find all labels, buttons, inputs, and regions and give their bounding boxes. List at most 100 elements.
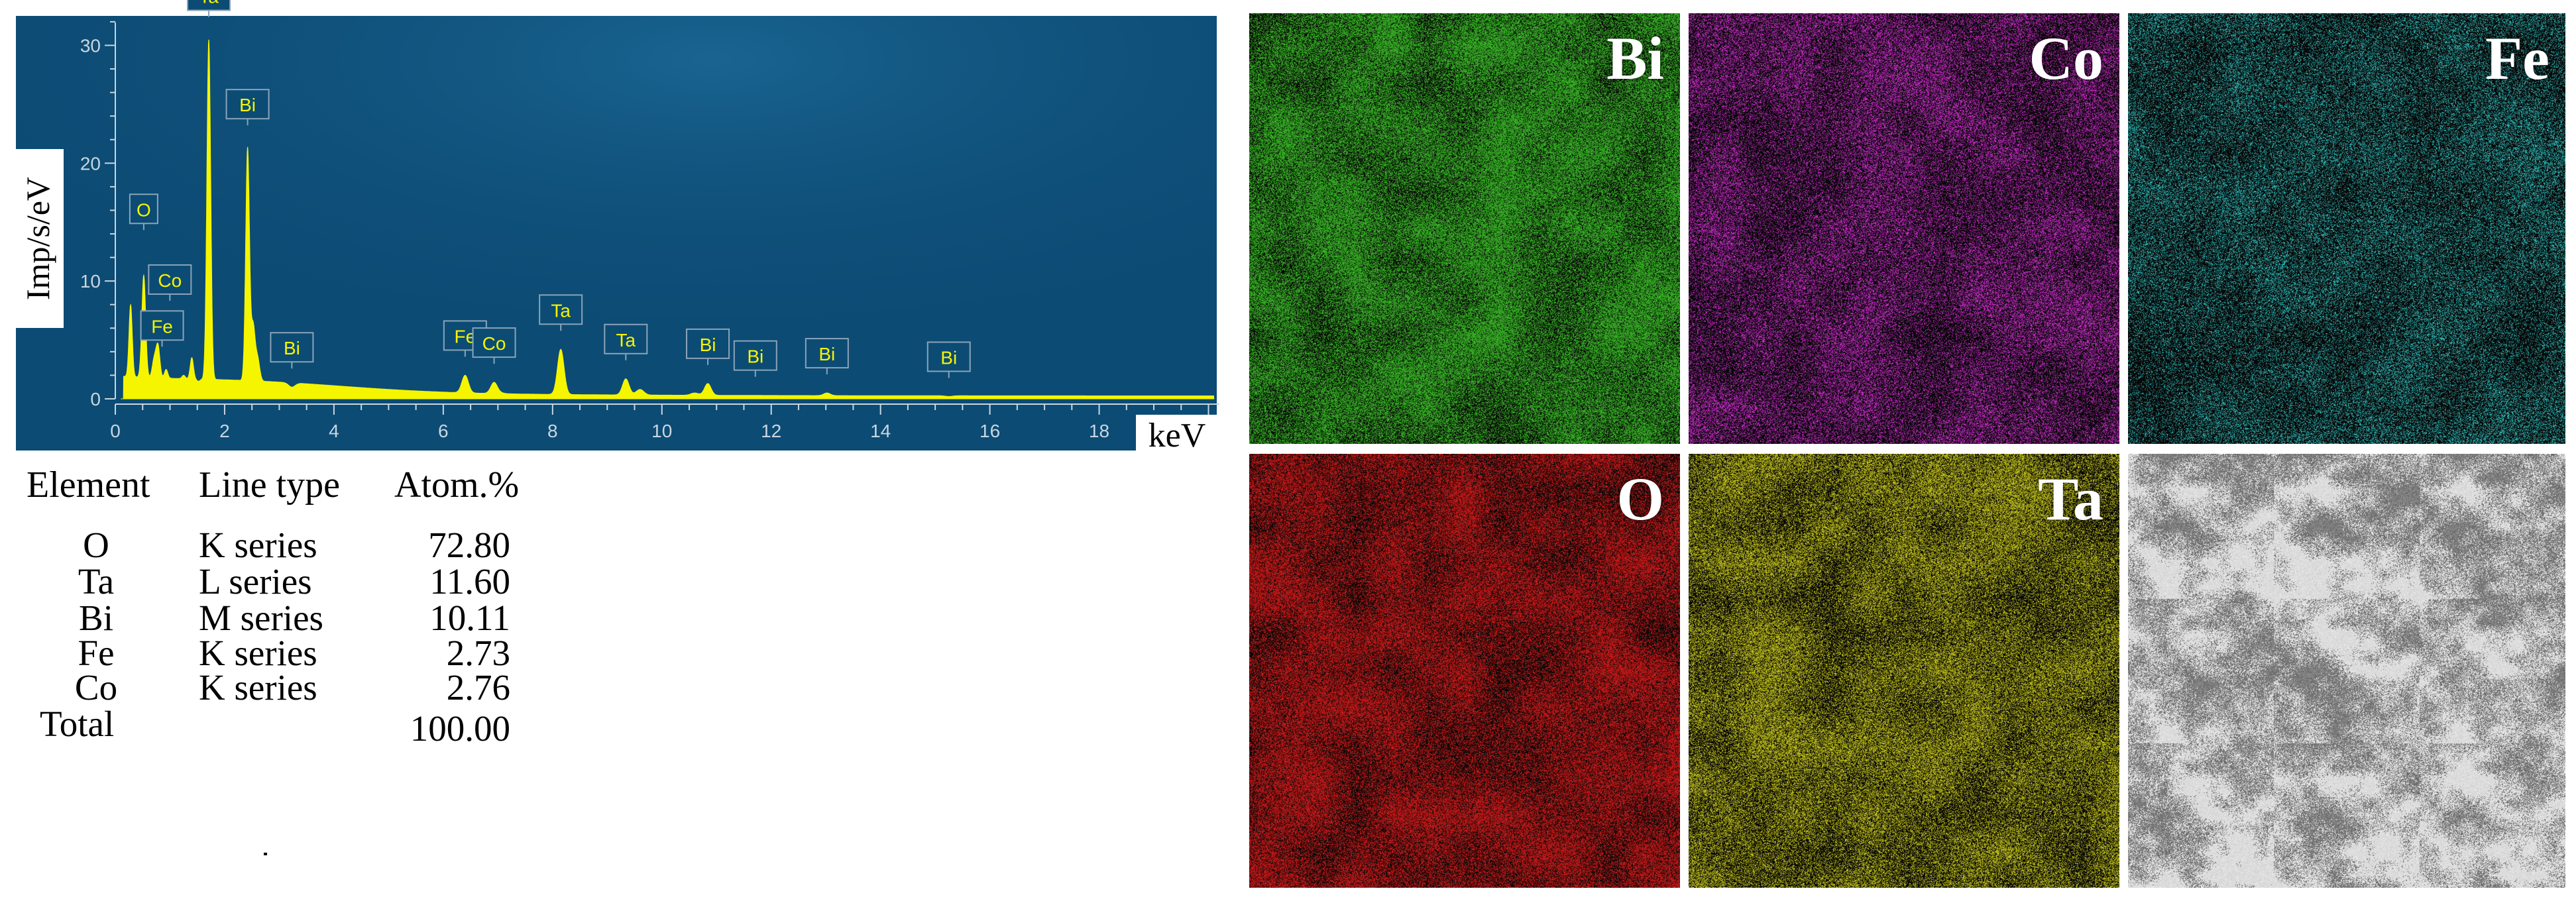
y-axis: 0 10 20 30 [80,21,116,409]
row-atom-percent: 72.80 [428,525,510,565]
peak-label-text: Bi [700,335,716,355]
composition-table: Element Line type Atom.% O K series 72.8… [20,464,616,775]
map-fe-label: Fe [2485,25,2549,92]
peak-label-text: Bi [284,338,300,358]
y-tick-label: 30 [80,35,101,56]
plot-background-glow [16,16,1217,451]
peak-label-text: Bi [818,344,835,364]
row-atom-percent: 2.76 [446,667,510,708]
peak-label-ta: Ta [539,294,583,331]
map-ta-label: Ta [2038,465,2103,533]
peak-label-bi: Bi [270,332,314,369]
peak-label-text: O [137,199,151,220]
x-tick-label: 6 [438,421,449,441]
sem-micrograph-image [2128,454,2565,888]
map-bi-label: Bi [1606,25,1664,92]
x-tick-label: 4 [329,421,339,441]
peak-label-bi: Bi [733,340,777,377]
peak-label-box [187,0,231,11]
x-axis-label: keV [1148,417,1206,454]
x-tick-label: 10 [651,421,672,441]
peak-label-box [129,193,158,225]
header-element: Element [27,464,150,505]
map-co-image [1689,13,2119,444]
peak-label-text: Bi [747,346,763,367]
row-atom-percent: 2.73 [446,633,510,673]
row-element: O [83,525,109,565]
peak-label-text: Bi [940,347,957,368]
peak-label-text: Bi [239,95,256,115]
map-o: O [1249,454,1680,888]
peak-label-text: Ta [199,0,219,7]
y-tick-label: 20 [80,153,101,174]
row-element: Co [74,667,118,708]
y-axis-label-box [12,149,64,328]
peak-label-text: Co [158,270,182,291]
peak-label-text: Co [482,333,506,354]
map-fe: Fe [2128,13,2565,444]
peak-label-ta: Ta [187,0,231,17]
row-line-type: M series [199,598,323,638]
row-line-type: K series [199,633,317,673]
row-atom-percent: 11.60 [429,561,510,602]
header-line-type: Line type [199,464,341,505]
total-value: 100.00 [410,708,510,749]
y-tick-label: 0 [90,389,101,409]
row-element: Ta [78,561,115,602]
map-ta: Ta [1689,454,2119,888]
peak-label-co: Co [472,327,516,364]
peak-label-text: Fe [151,316,173,337]
header-atom-percent: Atom.% [394,464,520,505]
x-tick-label: 12 [761,421,781,441]
map-o-image [1249,454,1680,888]
x-tick-label: 2 [219,421,230,441]
map-ta-image [1689,454,2119,888]
stray-mark [264,853,267,855]
total-label: Total [40,704,115,744]
row-atom-percent: 10.11 [429,598,510,638]
row-element: Bi [79,598,113,638]
row-line-type: K series [199,525,317,565]
peak-label-bi: Bi [225,89,270,126]
peak-label-box [148,264,192,295]
row-element: Fe [78,633,115,673]
peak-label-bi: Bi [686,328,730,365]
map-bi: Bi [1249,13,1680,444]
peak-label-box [225,89,270,120]
peak-label-box [140,310,184,341]
x-axis: 0 2 4 6 8 10 12 14 16 18 [110,403,1219,441]
peak-label-box [539,294,583,325]
x-tick-label: 0 [110,421,121,441]
x-tick-label: 16 [980,421,1000,441]
spectrum-fill [121,39,1215,399]
x-tick-label: 14 [870,421,891,441]
peak-label-fe: Fe [140,310,184,347]
row-line-type: K series [199,667,317,708]
peak-label-box [926,341,971,372]
map-fe-image [2128,13,2565,444]
peak-label-bi: Bi [805,338,849,375]
x-tick-label: 8 [547,421,558,441]
peak-label-text: Ta [616,330,636,350]
peak-label-o: O [129,193,158,231]
peak-label-box [805,338,849,369]
peak-label-box [686,328,730,359]
peak-label-bi: Bi [926,341,971,378]
y-axis-label: Imp/s/eV [19,177,56,300]
map-co: Co [1689,13,2119,444]
peak-label-box [472,327,516,358]
x-axis-label-box [1136,415,1219,456]
sem-micrograph [2128,454,2565,888]
map-co-label: Co [2029,25,2103,92]
peak-label-box [604,323,648,354]
row-line-type: L series [199,561,312,602]
map-bi-image [1249,13,1680,444]
peak-labels: OCoFeTaBiBiFeCoTaTaBiBiBiBi [129,0,971,378]
peak-label-ta: Ta [604,323,648,360]
map-o-label: O [1616,465,1664,533]
peak-label-co: Co [148,264,192,301]
peak-label-box [733,340,777,371]
y-tick-label: 10 [80,271,101,292]
x-tick-label: 18 [1089,421,1109,441]
